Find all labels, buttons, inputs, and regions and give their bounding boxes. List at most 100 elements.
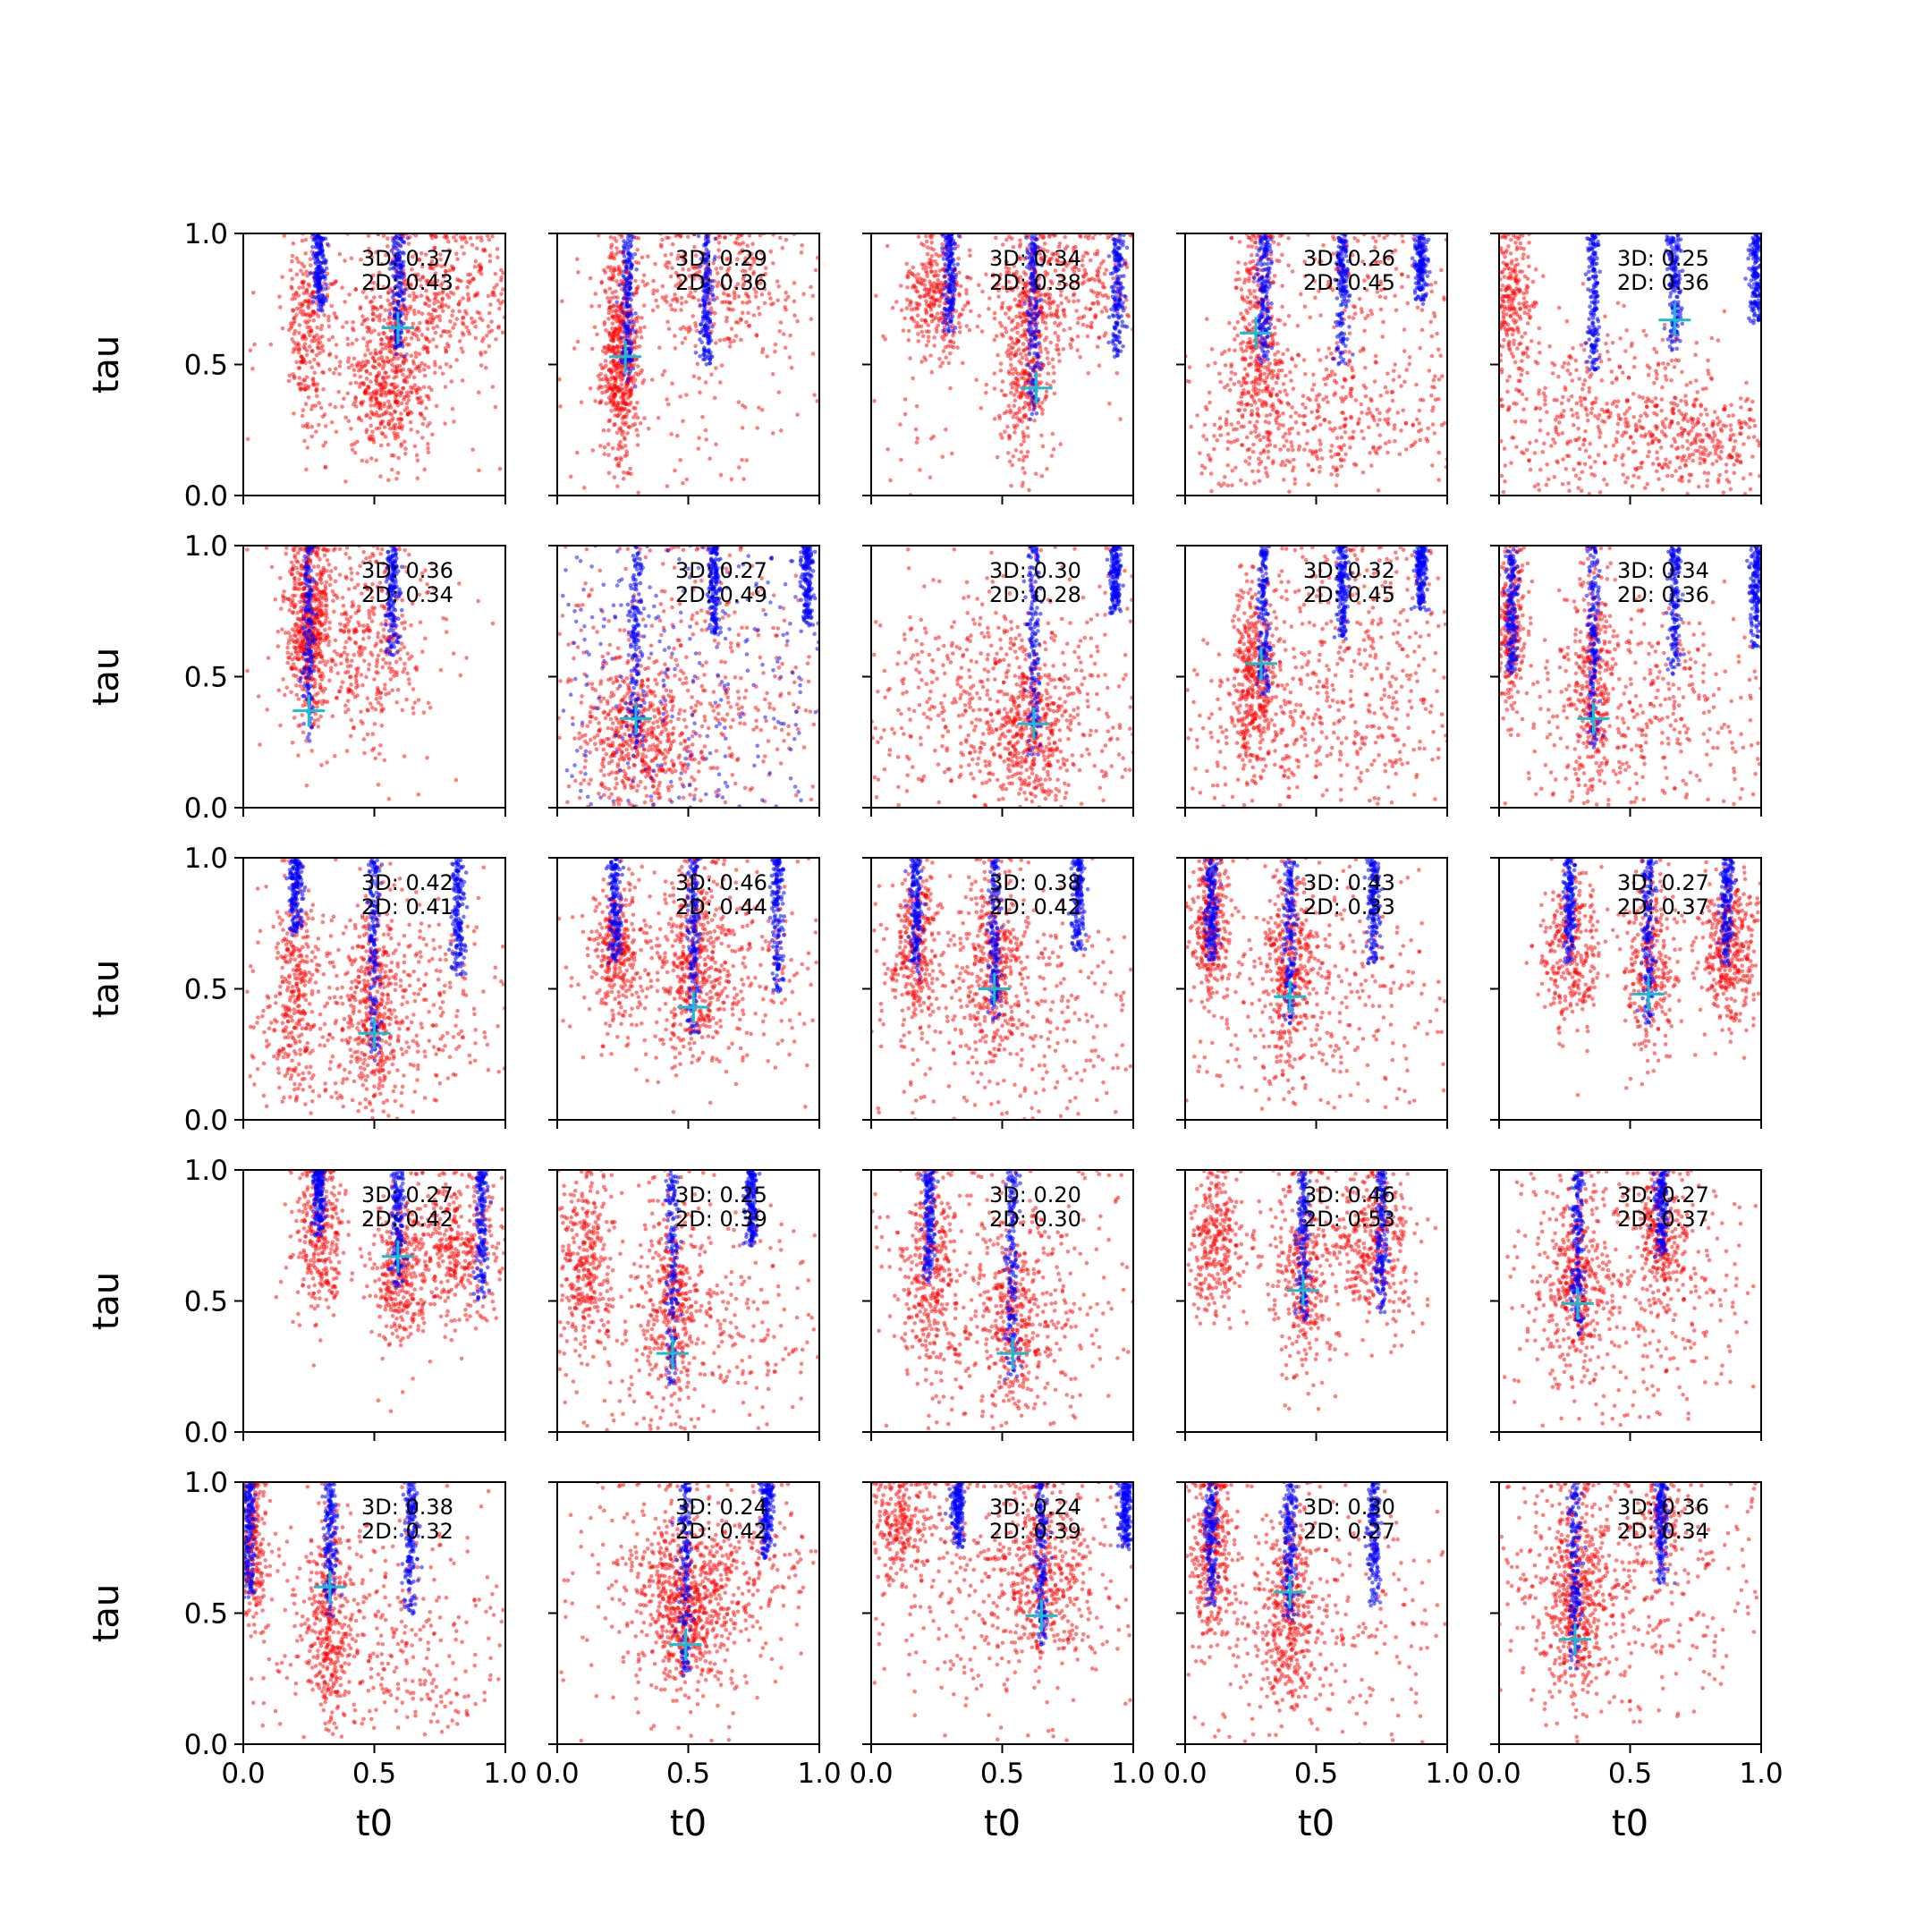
red-point [618,387,623,393]
red-point [330,335,335,340]
red-point [610,277,615,283]
red-point [1244,348,1249,353]
red-point [367,391,372,396]
red-point [464,240,469,245]
red-point [1275,393,1279,397]
red-point [604,401,609,406]
red-point [1046,296,1052,301]
red-point [763,266,768,271]
red-point [1246,391,1251,395]
red-point [318,351,322,356]
red-point [751,286,757,292]
red-point [606,317,611,321]
red-point [604,363,608,369]
red-point [909,307,914,312]
red-point [872,399,877,403]
blue-point [318,300,322,305]
red-point [292,347,296,352]
annotation-3d: 3D: 0.34 [989,246,1081,271]
blue-point [399,328,404,334]
red-point [918,276,923,281]
red-point [992,257,996,261]
red-point [1093,315,1097,320]
red-point [1048,340,1053,345]
red-point [370,429,375,435]
red-point [636,236,641,241]
red-point [317,362,321,368]
red-point [303,251,309,256]
red-point [363,287,368,292]
red-point [618,426,623,431]
red-point [1104,267,1109,273]
red-point [410,254,415,259]
red-point [964,291,969,296]
red-point [959,284,963,289]
red-point [452,419,456,424]
red-point [714,366,718,370]
red-point [1019,376,1024,380]
red-point [1273,352,1277,357]
red-point [1068,342,1072,347]
red-point [383,308,388,313]
red-point [332,370,336,376]
red-point [374,250,378,255]
red-point [557,377,562,382]
red-point [736,400,741,404]
red-point [642,416,647,420]
blue-point [1121,301,1125,305]
red-point [640,380,645,386]
red-point [690,294,695,300]
red-point [1017,280,1021,284]
red-point [1233,348,1237,353]
red-point [885,243,890,249]
red-point [937,303,942,309]
red-point [1032,419,1037,423]
blue-point [1032,235,1038,241]
blue-point [325,242,330,247]
red-point [1071,245,1076,250]
red-point [278,305,283,309]
red-point [968,253,972,258]
red-point [378,474,383,479]
red-point [1004,259,1009,265]
red-point [1039,474,1045,479]
red-point [977,313,982,318]
red-point [368,300,373,305]
blue-point [394,258,399,263]
red-point [635,433,640,438]
red-point [465,284,470,290]
red-point [1431,377,1436,383]
red-point [633,411,638,417]
red-point [582,486,587,490]
red-point [695,328,699,334]
red-point [1039,433,1044,438]
red-point [617,463,622,469]
red-point [700,415,705,419]
blue-point [318,275,324,280]
red-point [490,290,495,295]
red-point [1040,313,1046,318]
best-fit-marker [1020,371,1053,404]
red-point [740,458,744,462]
red-point [432,301,436,306]
red-point [755,282,759,286]
red-point [1055,335,1061,339]
red-point [682,335,688,341]
blue-point [1030,259,1034,264]
red-point [410,411,414,415]
red-point [374,378,378,383]
red-point [1277,389,1283,394]
red-point [364,369,369,374]
red-point [297,285,301,291]
red-point [1010,462,1014,468]
red-point [439,264,444,269]
red-point [427,339,432,344]
y-tick-label: 1.0 [184,218,228,250]
red-point [359,368,363,372]
red-point [1069,345,1073,350]
red-point [372,328,377,333]
red-point [1063,282,1068,287]
red-point [898,284,903,288]
red-point [675,257,680,261]
red-point [426,350,430,354]
